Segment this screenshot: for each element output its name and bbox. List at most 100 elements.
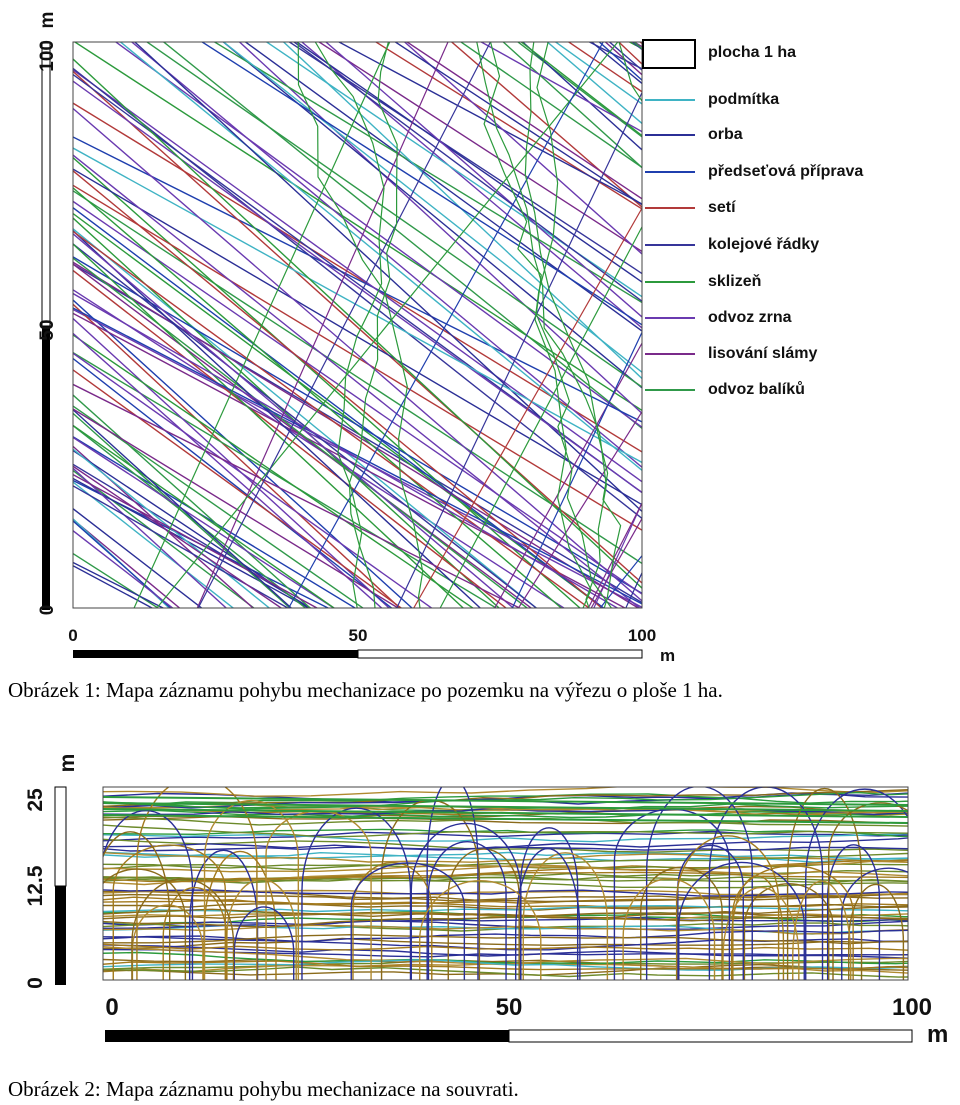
scale-label: 25 [24,788,47,812]
track-map [103,787,908,980]
track [73,357,393,608]
track-map [73,0,642,608]
track [483,42,613,608]
track [73,485,290,608]
track [324,42,642,318]
track [479,42,642,133]
track [73,481,235,608]
track [450,42,642,208]
track [722,887,800,980]
map-frame [72,41,643,609]
track [405,42,642,200]
track [73,70,642,584]
track [133,42,391,608]
track [73,369,403,608]
legend-label: setí [708,199,736,216]
track [103,830,908,842]
track [73,256,642,594]
track [73,0,642,18]
track [103,933,908,945]
scale-bar [55,886,66,985]
track [73,479,330,608]
track [73,307,642,605]
track [73,334,475,608]
track [350,862,466,980]
track [677,844,744,980]
track [73,207,605,608]
track [288,42,604,608]
track [410,822,522,980]
track [73,473,319,608]
track [73,233,515,608]
scale-label: 100 [892,994,932,1021]
track [73,408,400,608]
scale-unit: m [56,754,79,773]
track [73,409,293,608]
track [352,862,433,980]
legend-label: sklizeň [708,273,761,290]
track [226,878,297,980]
track [427,840,507,980]
track [645,787,753,980]
legend-label: orba [708,126,743,143]
track [632,42,642,48]
track [439,225,642,608]
caption: Obrázek 1: Mapa záznamu pohybu mechaniza… [8,678,723,702]
track [73,67,642,519]
track [73,467,228,608]
track [73,230,591,608]
scale-label: 0 [105,994,118,1021]
track [292,42,642,302]
track [301,807,412,980]
scale-bar [105,1030,509,1042]
track [103,833,908,843]
track [678,861,805,980]
scale-bar [42,326,50,610]
track [73,243,538,608]
track [213,42,642,304]
track [162,886,228,980]
track [73,190,642,564]
track [131,878,235,980]
track [708,787,824,980]
track [103,824,908,838]
track [337,42,642,205]
track [494,341,642,608]
track [73,0,642,8]
track [103,851,908,860]
track [103,920,908,930]
track [73,102,642,453]
track [73,170,603,608]
track [73,436,336,608]
track [638,42,642,44]
scale-bar [357,649,643,659]
track [73,463,312,608]
track [73,0,642,40]
track [73,508,203,608]
scale-label: 50 [37,319,58,340]
scale-label: 0 [37,605,58,616]
track [222,42,642,389]
track [731,875,785,980]
legend-label: lisování slámy [708,345,817,362]
track [103,860,908,886]
caption: Obrázek 2: Mapa záznamu pohybu mechaniza… [8,1077,519,1101]
track [73,107,642,602]
track [203,800,300,980]
track [73,80,642,493]
track [103,796,908,806]
legend-label: podmítka [708,91,779,108]
track [103,808,908,818]
track [73,58,642,589]
legend-label: odvoz balíků [708,381,805,398]
track [828,802,908,980]
track [587,501,642,608]
track [73,168,642,506]
track [73,352,498,608]
track [792,880,852,980]
scale-label: 50 [349,626,368,645]
track [73,469,256,608]
track [314,42,385,608]
scale-bar [508,1029,913,1043]
